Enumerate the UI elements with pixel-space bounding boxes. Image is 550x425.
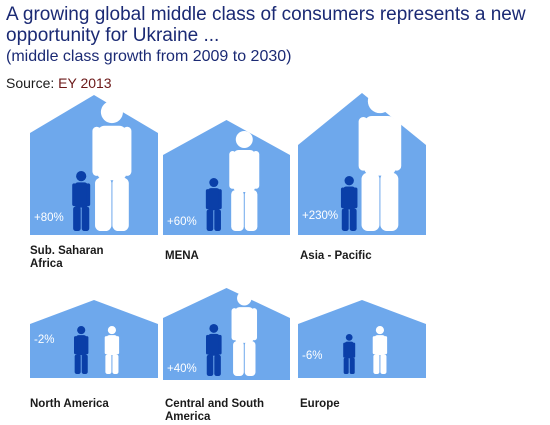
page-subtitle: (middle class growth from 2009 to 2030) bbox=[6, 48, 292, 65]
person-2030-icon bbox=[358, 93, 402, 231]
person-2009-icon bbox=[72, 171, 91, 231]
growth-label-north-america: -2% bbox=[34, 334, 55, 346]
person-2030-icon bbox=[231, 291, 258, 376]
house-europe bbox=[298, 300, 426, 378]
source-value: EY 2013 bbox=[58, 75, 112, 91]
person-2030-icon bbox=[229, 131, 260, 231]
person-2030-icon bbox=[92, 101, 132, 231]
person-2009-icon bbox=[74, 326, 89, 374]
house-asia-pacific bbox=[298, 93, 426, 235]
region-label-asia-pacific: Asia - Pacific bbox=[300, 250, 372, 262]
person-2030-icon bbox=[372, 326, 388, 374]
region-label-sub-saharan-africa: Sub. Saharan Africa bbox=[30, 245, 104, 270]
person-2009-icon bbox=[343, 334, 356, 374]
source-line: Source: EY 2013 bbox=[6, 75, 112, 91]
page-title: A growing global middle class of consume… bbox=[6, 4, 526, 46]
person-2009-icon bbox=[206, 324, 222, 376]
house-shape bbox=[30, 300, 158, 378]
house-mena bbox=[163, 120, 290, 235]
source-label: Source: bbox=[6, 75, 55, 91]
person-2009-icon bbox=[340, 176, 358, 231]
growth-label-central-and-south-america: +40% bbox=[167, 363, 197, 375]
growth-label-europe: -6% bbox=[302, 350, 323, 362]
house-north-america bbox=[30, 300, 158, 378]
house-central-and-south-america bbox=[163, 288, 290, 380]
growth-label-sub-saharan-africa: +80% bbox=[34, 212, 64, 224]
region-label-europe: Europe bbox=[300, 398, 340, 410]
region-label-central-and-south-america: Central and South America bbox=[165, 398, 265, 423]
house-shape bbox=[298, 300, 426, 378]
house-sub-saharan-africa bbox=[30, 95, 158, 235]
house-shape bbox=[163, 120, 290, 235]
person-2009-icon bbox=[205, 178, 222, 231]
person-2030-icon bbox=[104, 326, 120, 374]
house-shape bbox=[163, 288, 290, 380]
region-label-mena: MENA bbox=[165, 250, 199, 262]
region-label-north-america: North America bbox=[30, 398, 109, 410]
growth-label-mena: +60% bbox=[167, 216, 197, 228]
growth-label-asia-pacific: +230% bbox=[302, 210, 339, 222]
